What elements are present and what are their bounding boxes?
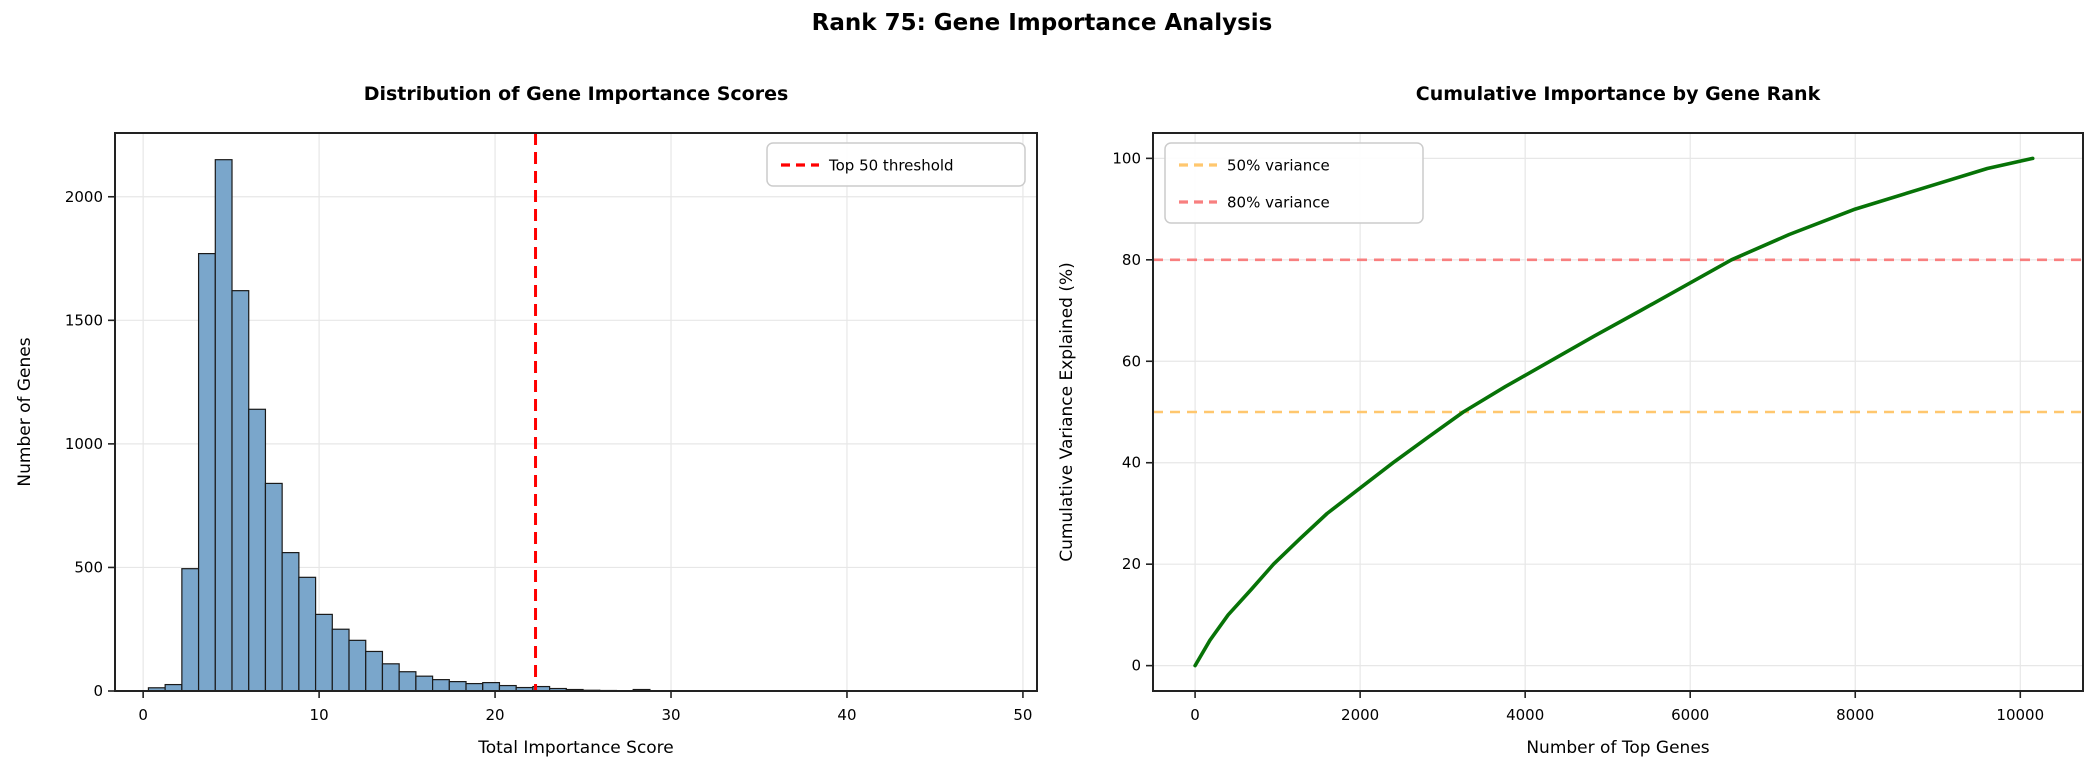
histogram-bar [399, 672, 416, 691]
y-tick-label: 1500 [65, 311, 103, 329]
histogram-bar [232, 291, 249, 691]
y-tick-label: 60 [1122, 352, 1141, 370]
y-axis-label: Number of Genes [15, 337, 35, 486]
y-tick-label: 0 [1131, 657, 1141, 675]
x-tick-label: 4000 [1506, 706, 1544, 724]
x-tick-label: 0 [138, 706, 148, 724]
histogram-bar [382, 664, 399, 691]
y-tick-label: 40 [1122, 454, 1141, 472]
x-tick-label: 30 [661, 706, 680, 724]
x-tick-label: 20 [486, 706, 505, 724]
y-axis-label: Cumulative Variance Explained (%) [1057, 262, 1077, 562]
histogram-bar [265, 483, 282, 691]
y-tick-label: 20 [1122, 555, 1141, 573]
x-axis-label: Number of Top Genes [1526, 738, 1709, 758]
x-tick-label: 10000 [1996, 706, 2044, 724]
x-tick-label: 0 [1190, 706, 1200, 724]
x-tick-label: 40 [837, 706, 856, 724]
histogram-bar [282, 553, 299, 691]
y-tick-label: 0 [93, 682, 103, 700]
histogram-bar [416, 676, 433, 691]
legend-entry-label: 50% variance [1227, 157, 1330, 175]
histogram-bar [366, 651, 383, 691]
histogram-bar [199, 254, 216, 691]
histogram-bar [249, 409, 266, 691]
histogram-bar [316, 614, 333, 691]
x-tick-label: 50 [1013, 706, 1032, 724]
histogram-bar [449, 682, 466, 691]
x-axis-label: Total Importance Score [477, 738, 674, 758]
y-tick-label: 80 [1122, 251, 1141, 269]
y-tick-label: 100 [1112, 149, 1141, 167]
histogram-bar [332, 629, 349, 691]
legend-entry-label: Top 50 threshold [828, 157, 954, 175]
x-tick-label: 10 [310, 706, 329, 724]
y-tick-label: 500 [74, 558, 103, 576]
histogram-bar [349, 640, 366, 691]
x-tick-label: 8000 [1836, 706, 1874, 724]
histogram-bar [299, 577, 316, 691]
legend-entry-label: 80% variance [1227, 194, 1330, 212]
histogram-bar [433, 680, 450, 691]
x-tick-label: 6000 [1671, 706, 1709, 724]
histogram-bar [483, 683, 500, 691]
histogram-bar [182, 569, 199, 691]
y-tick-label: 2000 [65, 188, 103, 206]
subplot-title: Distribution of Gene Importance Scores [364, 83, 789, 105]
y-tick-label: 1000 [65, 435, 103, 453]
subplot-title: Cumulative Importance by Gene Rank [1416, 83, 1821, 105]
x-tick-label: 2000 [1341, 706, 1379, 724]
histogram-bar [215, 160, 232, 691]
figure-title: Rank 75: Gene Importance Analysis [812, 10, 1273, 36]
histogram-bar [466, 684, 483, 691]
